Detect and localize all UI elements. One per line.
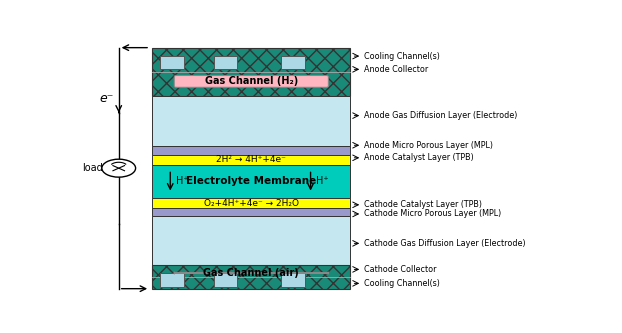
Bar <box>160 273 184 287</box>
Bar <box>152 265 350 289</box>
Text: H⁺: H⁺ <box>317 176 329 186</box>
Text: Cathode Catalyst Layer (TPB): Cathode Catalyst Layer (TPB) <box>364 200 481 209</box>
Text: 2H² → 4H⁺+4e⁻: 2H² → 4H⁺+4e⁻ <box>216 155 286 164</box>
Bar <box>152 165 350 198</box>
Text: Gas Channel (air): Gas Channel (air) <box>203 268 299 278</box>
Bar <box>152 147 350 155</box>
Bar <box>214 273 238 287</box>
Bar <box>152 216 350 265</box>
Text: Anode Collector: Anode Collector <box>364 65 428 74</box>
Bar <box>152 208 350 216</box>
Bar <box>152 48 350 96</box>
Bar <box>281 273 305 287</box>
Text: Cathode Micro Porous Layer (MPL): Cathode Micro Porous Layer (MPL) <box>364 209 501 218</box>
Circle shape <box>102 159 136 177</box>
Text: Electrolyte Membrane: Electrolyte Membrane <box>186 176 317 186</box>
Bar <box>214 56 238 69</box>
Bar <box>152 96 350 147</box>
Text: H⁺: H⁺ <box>176 176 188 186</box>
Text: load: load <box>82 163 103 173</box>
Bar <box>281 56 305 69</box>
Text: Gas Channel (H₂): Gas Channel (H₂) <box>205 76 298 86</box>
Text: Anode Gas Diffusion Layer (Electrode): Anode Gas Diffusion Layer (Electrode) <box>364 111 517 120</box>
Text: Anode Catalyst Layer (TPB): Anode Catalyst Layer (TPB) <box>364 153 473 162</box>
Text: O₂+4H⁺+4e⁻ → 2H₂O: O₂+4H⁺+4e⁻ → 2H₂O <box>204 198 299 207</box>
Text: Cathode Gas Diffusion Layer (Electrode): Cathode Gas Diffusion Layer (Electrode) <box>364 239 525 248</box>
Text: e⁻: e⁻ <box>100 92 114 105</box>
Text: Cathode Collector: Cathode Collector <box>364 265 436 274</box>
FancyBboxPatch shape <box>174 76 328 87</box>
FancyBboxPatch shape <box>174 272 328 274</box>
Text: Anode Micro Porous Layer (MPL): Anode Micro Porous Layer (MPL) <box>364 141 493 150</box>
Text: Cooling Channel(s): Cooling Channel(s) <box>364 52 440 61</box>
Text: Cooling Channel(s): Cooling Channel(s) <box>364 279 440 288</box>
Bar <box>152 198 350 208</box>
Bar <box>160 56 184 69</box>
Bar <box>152 155 350 165</box>
